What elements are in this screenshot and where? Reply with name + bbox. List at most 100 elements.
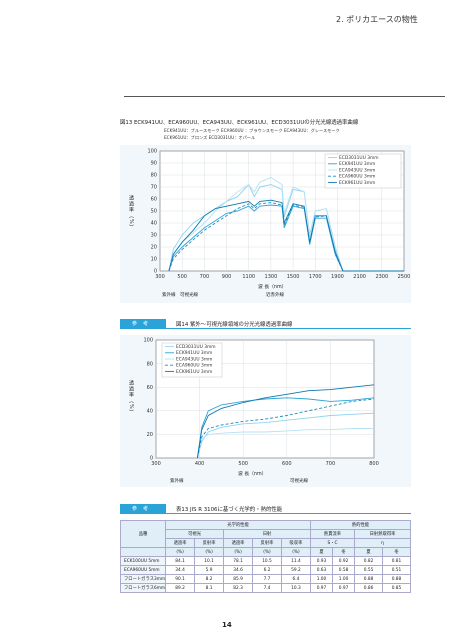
table-row: ECA960UU 5mm 34.4 5.9 34.6 6.2 59.2 0.63… xyxy=(121,566,411,575)
unit-cell: (%) xyxy=(224,548,253,557)
table13-caption: 表13 JIS R 3106に基づく光学的・熱的性能 xyxy=(176,505,282,513)
figure13-legend-row1: ECK941UU：ブルースモーク ECA960UU ：ブラウンスモーク ECA9… xyxy=(164,127,340,134)
x-tick-label: 2100 xyxy=(353,274,366,280)
table-cell: 10.5 xyxy=(253,557,282,566)
x-tick-label: 400 xyxy=(195,461,205,467)
legend-label: ECA943UU 3mm xyxy=(339,167,375,173)
unit-blank xyxy=(121,548,166,557)
table-cell: 0.81 xyxy=(383,557,411,566)
figure13-chart: 0 10 20 30 40 50 60 70 80 90 100 300 500 700 900 1100 13… xyxy=(120,145,411,303)
table-cell: 1.00 xyxy=(310,575,332,584)
legend-label: ECK941UU 3mm xyxy=(176,350,212,356)
y-tick-label: 60 xyxy=(147,385,153,391)
table-cell: 6.4 xyxy=(281,575,310,584)
y-tick-label: 80 xyxy=(147,361,153,367)
legend-label: ECA943UU 3mm xyxy=(176,356,212,362)
y-tick-label: 30 xyxy=(151,233,157,239)
row-name: ECA960UU 5mm xyxy=(121,566,166,575)
chart-legend: ECD3031UU 3mmECK941UU 3mmECA943UU 3mmECA… xyxy=(325,154,401,188)
table-cell: 0.97 xyxy=(310,584,332,593)
header-solar-gain: 日射熱取得率 xyxy=(355,530,411,539)
figure14-band-uv: 紫外線 xyxy=(170,478,184,484)
y-tick-label: 90 xyxy=(151,161,157,167)
figure14-chart: 0 20 40 60 80 100 300 400 500 600 700 800 ECD3031UU … xyxy=(120,335,411,487)
table-cell: 8.2 xyxy=(195,575,224,584)
header-solar: 日射 xyxy=(224,530,311,539)
figure14-band-visible: 可視光線 xyxy=(290,478,308,484)
header-trans2: 透過率 xyxy=(224,539,253,548)
table-cell: 0.82 xyxy=(355,557,383,566)
table-cell: 1.00 xyxy=(333,575,355,584)
unit-cell: (%) xyxy=(253,548,282,557)
x-tick-label: 1300 xyxy=(265,274,278,280)
x-tick-label: 700 xyxy=(200,274,210,280)
figure13-band-ir: 近赤外線 xyxy=(266,292,284,298)
table-cell: 34.6 xyxy=(224,566,253,575)
table-cell: 90.1 xyxy=(166,575,195,584)
table-cell: 59.2 xyxy=(281,566,310,575)
reference-badge: 参考 xyxy=(120,319,166,329)
badge-rule-table xyxy=(166,513,411,514)
header-product: 品種 xyxy=(121,521,166,548)
x-tick-label: 600 xyxy=(282,461,292,467)
legend-label: ECA960UU 3mm xyxy=(339,174,375,180)
y-tick-label: 40 xyxy=(147,409,153,415)
x-tick-label: 1900 xyxy=(331,274,344,280)
y-tick-label: 20 xyxy=(151,245,157,251)
x-tick-label: 300 xyxy=(155,274,165,280)
table-cell: 0.97 xyxy=(333,584,355,593)
y-tick-label: 20 xyxy=(147,432,153,438)
y-tick-label: 60 xyxy=(151,197,157,203)
y-tick-label: 50 xyxy=(151,209,157,215)
legend-label: ECA960UU 3mm xyxy=(176,363,212,369)
table-cell: 0.58 xyxy=(333,566,355,575)
figure13-legend-row2: ECK961UU：ブロンズ ECD3031UU：オパール xyxy=(164,134,255,141)
table-cell: 11.4 xyxy=(281,557,310,566)
figure13-band-uv: 紫外線 xyxy=(162,292,176,298)
unit-cell: 夏 xyxy=(310,548,332,557)
header-u-value: 熱貫流率 xyxy=(310,530,354,539)
table-cell: 0.93 xyxy=(310,557,332,566)
header-divider xyxy=(124,96,445,97)
x-tick-label: 1100 xyxy=(242,274,255,280)
table-cell: 84.1 xyxy=(166,557,195,566)
header-absorb: 吸収率 xyxy=(281,539,310,548)
table-row: フロートガラス3mm 90.1 8.2 85.9 7.7 6.4 1.00 1.… xyxy=(121,575,411,584)
optical-thermal-table: 品種 光学的性能 熱的性能 可視光 日射 熱貫流率 日射熱取得率 透過率 反射率… xyxy=(120,520,411,593)
table-cell: 85.9 xyxy=(224,575,253,584)
legend-label: ECK961UU 3mm xyxy=(339,180,375,186)
header-sc: S・C xyxy=(310,539,354,548)
table-cell: 0.88 xyxy=(383,575,411,584)
table-cell: 0.86 xyxy=(355,584,383,593)
reference-badge-table: 参考 xyxy=(120,504,166,514)
row-name: フロートガラス3mm xyxy=(121,575,166,584)
header-eta: η xyxy=(355,539,411,548)
table-cell: 5.9 xyxy=(195,566,224,575)
y-tick-label: 40 xyxy=(151,221,157,227)
table-cell: 0.55 xyxy=(355,566,383,575)
table-cell: 89.2 xyxy=(166,584,195,593)
figure13-xlabel: 波 長（nm） xyxy=(258,283,286,290)
x-tick-label: 500 xyxy=(238,461,248,467)
figure14-xlabel: 波 長（nm） xyxy=(238,470,266,477)
table-row: ECK100UU 5mm 84.1 10.1 78.1 10.5 11.4 0.… xyxy=(121,557,411,566)
table-cell: 8.1 xyxy=(195,584,224,593)
table-cell: 0.51 xyxy=(383,566,411,575)
y-tick-label: 100 xyxy=(143,338,153,344)
x-tick-label: 800 xyxy=(369,461,379,467)
unit-cell: (%) xyxy=(166,548,195,557)
y-tick-label: 100 xyxy=(147,149,157,155)
table-row: フロートガラス6mm 89.2 8.1 82.3 7.4 10.3 0.97 0… xyxy=(121,584,411,593)
table-cell: 10.1 xyxy=(195,557,224,566)
table-cell: 7.4 xyxy=(253,584,282,593)
x-tick-label: 2300 xyxy=(375,274,388,280)
x-tick-label: 1700 xyxy=(309,274,322,280)
table-cell: 0.63 xyxy=(310,566,332,575)
x-tick-label: 2500 xyxy=(398,274,411,280)
y-tick-label: 70 xyxy=(151,185,157,191)
y-tick-label: 10 xyxy=(151,257,157,263)
badge-rule xyxy=(166,328,411,329)
unit-cell: (%) xyxy=(281,548,310,557)
table-cell: 6.2 xyxy=(253,566,282,575)
